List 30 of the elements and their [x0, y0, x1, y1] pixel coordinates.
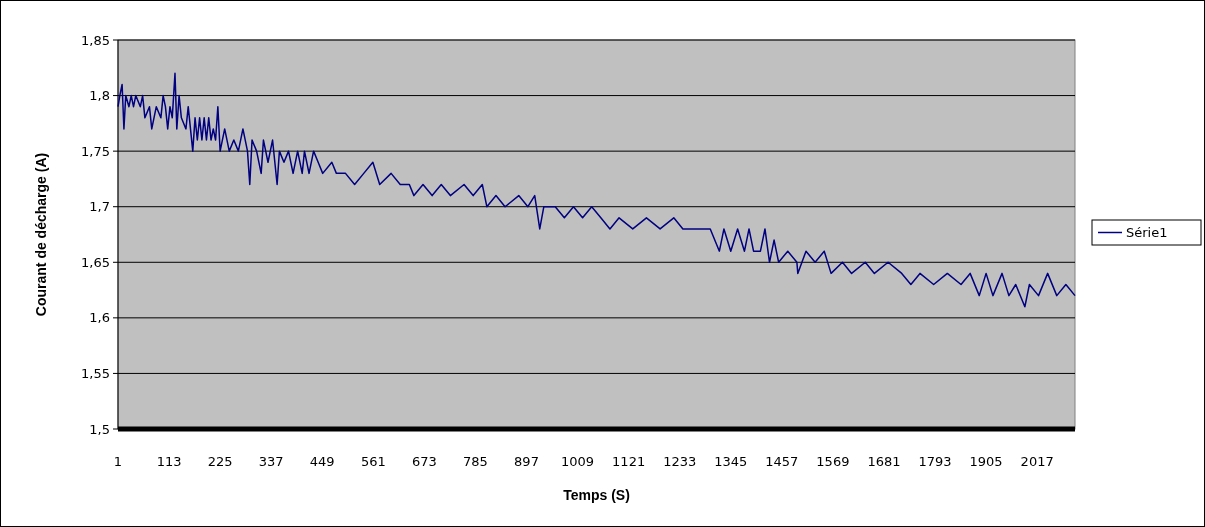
x-tick-label: 897: [514, 454, 539, 469]
y-tick-label: 1,85: [81, 32, 110, 48]
x-tick-label: 337: [258, 454, 284, 469]
x-tick-label: 2017: [1020, 454, 1054, 469]
x-tick-label: 1569: [816, 454, 850, 469]
x-tick-label: 785: [463, 454, 488, 469]
x-tick-label: 1793: [918, 454, 952, 469]
x-tick-label: 1681: [867, 454, 901, 469]
x-tick-label: 225: [207, 454, 233, 469]
y-tick-label: 1,7: [89, 199, 110, 215]
y-tick-label: 1,55: [81, 365, 110, 381]
y-tick-label: 1,75: [81, 143, 110, 159]
y-axis-title: Courant de décharge (A): [33, 152, 49, 317]
legend-label: Série1: [1126, 225, 1168, 241]
x-axis-title: Temps (S): [563, 487, 630, 503]
x-tick-label: 1009: [561, 454, 595, 469]
x-tick-label: 561: [360, 454, 386, 469]
y-tick-label: 1,8: [89, 88, 110, 104]
x-tick-label: 1121: [612, 454, 646, 469]
x-tick-label: 1: [113, 454, 123, 469]
x-tick-label: 1457: [765, 454, 799, 469]
x-tick-label: 1905: [969, 454, 1003, 469]
y-tick-label: 1,6: [89, 310, 110, 326]
x-tick-label: 1345: [714, 454, 748, 469]
x-tick-label: 673: [411, 454, 437, 469]
y-tick-label: 1,5: [89, 421, 110, 437]
x-tick-label: 449: [309, 454, 335, 469]
x-tick-label: 113: [156, 454, 182, 469]
y-tick-label: 1,65: [81, 254, 110, 270]
x-tick-label: 1233: [663, 454, 697, 469]
